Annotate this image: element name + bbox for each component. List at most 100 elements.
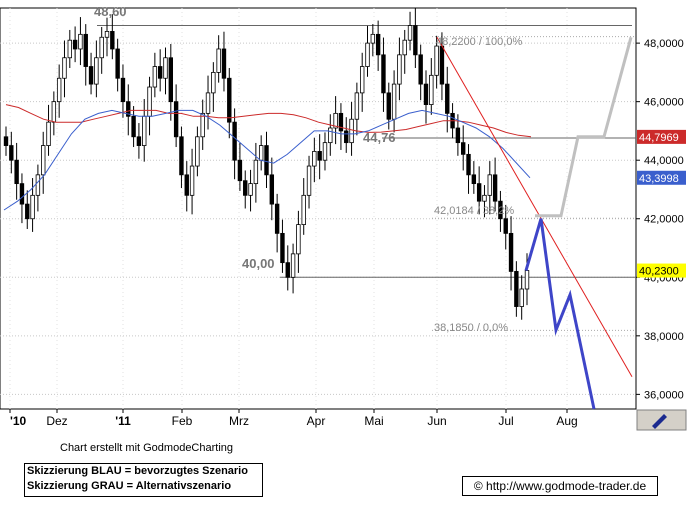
candle-body [253,159,259,185]
candle-body [386,92,391,120]
candle-body [498,200,503,220]
x-tick-label: Dez [46,414,67,428]
pencil-icon [652,414,667,429]
candle-body [461,142,466,155]
candle-body [365,42,370,67]
candle-body [258,145,264,161]
candle-body [328,127,333,144]
candle-body [227,77,232,123]
label-fib-382: 42,0184 / 38,2% [434,205,514,217]
candle-body [14,159,19,185]
ma-red-line [5,104,532,138]
scenario-blue-path [524,218,596,410]
candle-body [83,33,88,67]
candle-body [466,153,471,176]
candle-body [519,288,524,307]
candle-body [94,57,99,85]
support-resistance-lines [97,25,636,331]
candle-body [88,66,94,85]
source-link[interactable]: © http://www.godmode-trader.de [462,476,658,496]
candle-body [41,145,46,176]
candle-body [189,165,195,196]
price-label-current: 40,2300 [639,266,679,278]
scenario-grey-path [535,36,633,218]
price-label-ma-red: 44,7969 [639,132,679,144]
candle-body [402,39,407,56]
label-mid: 44,76 [363,130,396,145]
candle-body [232,121,237,161]
candle-body [142,115,147,146]
candle-body [3,136,9,146]
y-tick-label: 38,0000 [644,331,684,343]
y-tick-label: 36,0000 [644,389,684,401]
candle-body [35,174,41,196]
candle-body [51,101,57,123]
candle-body [131,115,136,138]
candle-body [391,83,397,120]
x-tick-label: Apr [307,414,326,428]
candle-body [264,145,269,176]
candle-body [248,183,253,196]
candle-body [30,194,35,220]
candle-body [508,232,514,272]
candle-body [78,33,83,50]
x-tick-label: Feb [172,414,193,428]
candle-body [115,48,120,79]
candle-body [354,92,360,120]
candle-body [423,83,429,105]
candle-body [216,48,221,73]
trend-line [436,37,633,378]
candle-body [205,92,211,114]
candle-body [280,232,285,264]
candle-body [19,183,25,205]
price-label-ma-red-box [637,129,686,144]
candle-body [157,66,163,79]
chart-credit: Chart erstellt mit GodmodeCharting [60,442,234,454]
candle-body [375,33,381,56]
candle-body [136,136,142,146]
candle-body [306,165,312,196]
candle-body [381,54,386,94]
candle-body [434,45,439,76]
candle-body [322,142,328,161]
candle-body [290,253,296,278]
candle-body [492,174,498,202]
candle-body [195,136,200,167]
candle-body [413,25,418,56]
x-tick-label: '11 [115,414,131,428]
candle-body [243,180,248,196]
candle-body [173,101,179,138]
candle-body [317,151,322,161]
label-fib-100: 48,2200 / 100,0% [436,36,522,48]
candle-body [56,77,62,103]
x-tick-label: Mai [364,414,383,428]
candle-body [439,45,445,85]
candle-body [397,54,402,85]
candle-body [25,203,30,220]
label-fib-0: 38,1850 / 0,0% [434,322,508,334]
candle-body [285,262,290,278]
candle-body [476,183,482,202]
legend-box: Skizzierung BLAU = bevorzugtes Szenario … [24,463,263,497]
candle-body [455,127,461,144]
candle-body [445,83,450,114]
candle-body [418,54,423,85]
x-tick-label: Jun [427,414,446,428]
plot-frame [0,7,637,410]
candle-body [110,31,115,50]
candle-body [487,174,492,196]
candle-body [269,174,275,205]
candle-body [147,86,152,117]
candle-body [163,57,168,79]
candle-body [370,33,376,44]
price-label-ma-blue: 43,3998 [639,173,679,185]
candle-body [104,31,110,38]
price-label-ma-blue-box [637,170,686,185]
candle-body [46,121,51,146]
candle-body [152,66,158,88]
candle-body [62,57,67,79]
candle-body [296,224,301,255]
candle-body [184,174,189,196]
x-tick-label: Mrz [229,414,249,428]
